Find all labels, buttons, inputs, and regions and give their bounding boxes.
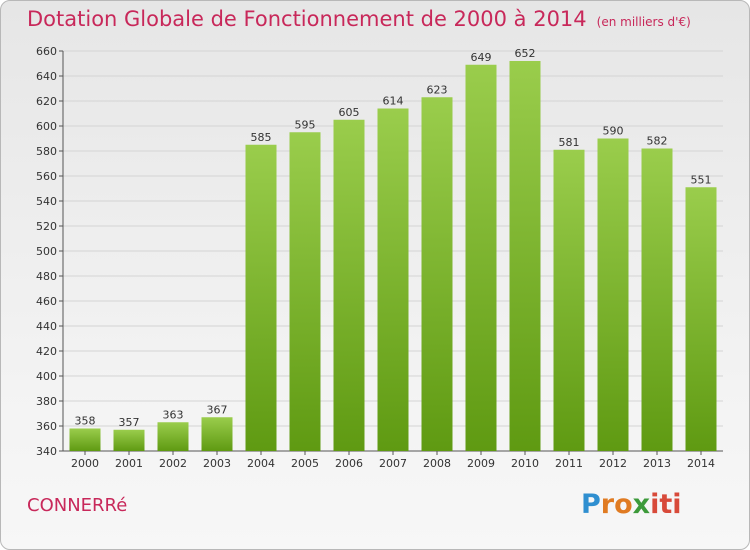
x-tick-labels: 2000 2001 2002 2003 2004 2005 2006 2007 2008 2009… — [71, 457, 715, 470]
x-tick-label-2004: 2004 — [247, 457, 275, 470]
value-label-2007: 614 — [383, 95, 404, 108]
x-tick-label-2011: 2011 — [555, 457, 583, 470]
chart-title-text: Dotation Globale de Fonctionnement de 20… — [27, 7, 587, 31]
y-tick-label: 660 — [36, 45, 57, 58]
y-tick-labels: 340 360 380 400 420 440 460 480 500 520 540 560 580 6… — [36, 45, 57, 458]
bar-2010 — [509, 61, 541, 451]
x-tick-label-2006: 2006 — [335, 457, 363, 470]
y-tick-label: 360 — [36, 420, 57, 433]
bar-2006 — [333, 119, 365, 451]
value-label-2001: 357 — [119, 416, 140, 429]
unit-label: (en milliers d'€) — [596, 15, 691, 29]
proxiti-logo: Proxiti — [581, 489, 682, 520]
value-label-2011: 581 — [559, 136, 580, 149]
bar-2002 — [157, 422, 189, 451]
y-tick-label: 440 — [36, 320, 57, 333]
bar-2012 — [597, 138, 629, 451]
y-tick-label: 380 — [36, 395, 57, 408]
x-tick-label-2003: 2003 — [203, 457, 231, 470]
value-label-2012: 590 — [603, 125, 624, 138]
y-tick-label: 460 — [36, 295, 57, 308]
value-label-2013: 582 — [647, 135, 668, 148]
bar-2000 — [69, 428, 101, 451]
y-tick-label: 520 — [36, 220, 57, 233]
x-tick-label-2008: 2008 — [423, 457, 451, 470]
value-label-2005: 595 — [295, 118, 316, 131]
y-tick-label: 640 — [36, 70, 57, 83]
x-tick-label-2014: 2014 — [687, 457, 715, 470]
y-tick-label: 420 — [36, 345, 57, 358]
bar-2008 — [421, 97, 453, 451]
value-label-2002: 363 — [163, 408, 184, 421]
y-tick-label: 560 — [36, 170, 57, 183]
logo-part-3: x — [632, 489, 651, 520]
y-tick-label: 600 — [36, 120, 57, 133]
bar-2001 — [113, 429, 145, 451]
chart-title: Dotation Globale de Fonctionnement de 20… — [27, 7, 691, 31]
y-tick-label: 620 — [36, 95, 57, 108]
x-tick-label-2005: 2005 — [291, 457, 319, 470]
bar-2014 — [685, 187, 717, 451]
bars — [69, 61, 717, 451]
x-tick-label-2007: 2007 — [379, 457, 407, 470]
y-tick-label: 340 — [36, 445, 57, 458]
logo-part-1: P — [581, 489, 601, 520]
bar-2003 — [201, 417, 233, 451]
value-labels: 358 357 363 367 585 595 605 614 623 649 652 581 590 5… — [75, 47, 712, 429]
bar-2007 — [377, 108, 409, 451]
x-tick-label-2009: 2009 — [467, 457, 495, 470]
y-tick-label: 580 — [36, 145, 57, 158]
bar-2011 — [553, 149, 585, 451]
x-tick-label-2013: 2013 — [643, 457, 671, 470]
value-label-2008: 623 — [427, 83, 448, 96]
value-label-2004: 585 — [251, 131, 272, 144]
value-label-2000: 358 — [75, 415, 96, 428]
logo-part-4: iti — [650, 489, 682, 520]
bar-2013 — [641, 148, 673, 451]
y-tick-label: 480 — [36, 270, 57, 283]
value-label-2003: 367 — [207, 403, 228, 416]
logo-part-2: ro — [600, 489, 633, 520]
place-name: CONNERRé — [27, 495, 128, 516]
bar-2009 — [465, 64, 497, 451]
x-tick-label-2010: 2010 — [511, 457, 539, 470]
bar-2005 — [289, 132, 321, 451]
value-label-2006: 605 — [339, 106, 360, 119]
x-tick-label-2012: 2012 — [599, 457, 627, 470]
x-tick-label-2002: 2002 — [159, 457, 187, 470]
y-tick-label: 500 — [36, 245, 57, 258]
bar-2004 — [245, 144, 277, 451]
value-label-2009: 649 — [471, 51, 492, 64]
value-label-2010: 652 — [515, 47, 536, 60]
value-label-2014: 551 — [691, 173, 712, 186]
y-tick-label: 540 — [36, 195, 57, 208]
y-tick-label: 400 — [36, 370, 57, 383]
x-tick-label-2001: 2001 — [115, 457, 143, 470]
x-tick-label-2000: 2000 — [71, 457, 99, 470]
